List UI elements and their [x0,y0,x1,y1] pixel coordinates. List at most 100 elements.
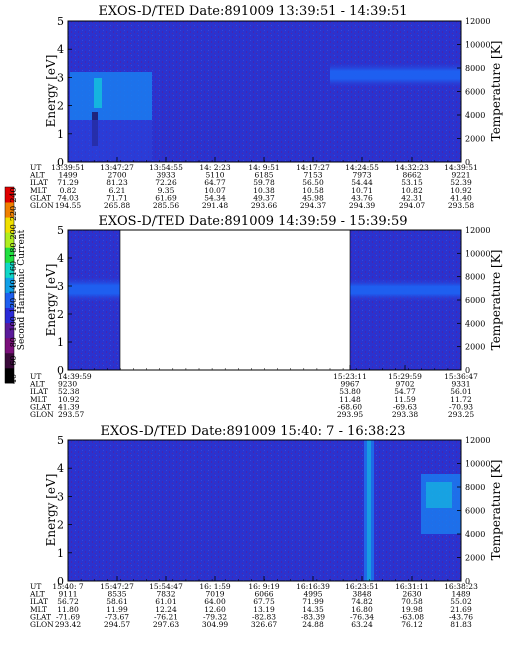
ephemeris-cell: 1489 [451,590,470,599]
ephemeris-row-label: GLAT [30,193,51,202]
ephemeris-cell: 61.01 [155,597,176,606]
ephemeris-cell: 55.02 [450,597,472,606]
ephemeris-cell: 7973 [352,171,371,180]
colorbar-tick-label: 100 [9,316,18,331]
panel-3-background [68,440,461,581]
ephemeris-cell: 74.82 [351,597,373,606]
ephemeris-cell: 293.57 [58,410,84,419]
ephemeris-cell: 14:39:59 [58,372,92,381]
y-tick-label: 0 [57,575,64,588]
ephemeris-cell: -73.67 [105,612,129,621]
colorbar-swatch [5,367,14,384]
colorbar-swatch [5,262,14,278]
ephemeris-cell: 12.60 [204,605,226,614]
ephemeris-cell: 10.92 [58,395,80,404]
colorbar-swatch [5,352,14,369]
y-tick-label: 3 [57,490,64,503]
colorbar-swatch [5,202,14,218]
ephemeris-cell: 293.25 [448,410,474,419]
ephemeris-cell: 13:47:27 [100,163,134,172]
ephemeris-cell: 72.26 [155,178,177,187]
ephemeris-row-label: ALT [29,380,45,389]
ephemeris-cell: 6185 [254,171,273,180]
ephemeris-cell: 9111 [58,590,77,599]
ephemeris-cell: 14:24:55 [345,163,379,172]
ephemeris-cell: 265.88 [104,201,130,210]
colorbar-tick-label: 160 [9,261,18,276]
ephemeris-cell: 64.00 [204,597,226,606]
ephemeris-cell: 326.67 [251,620,277,629]
ephemeris-cell: 10.92 [450,186,472,195]
panel-2-left-band [68,276,120,303]
ephemeris-cell: 16: 9:19 [248,582,280,591]
ephemeris-cell: -71.69 [56,612,80,621]
ephemeris-cell: 49.37 [253,193,275,202]
colorbar-tick-label: 140 [9,279,18,294]
ephemeris-cell: 293.38 [392,410,418,419]
ephemeris-cell: 8535 [107,590,126,599]
ephemeris-cell: -83.39 [301,612,325,621]
ephemeris-cell: 56.50 [302,178,324,187]
colorbar-swatch [5,187,14,203]
ephemeris-cell: 294.37 [300,201,326,210]
colorbar-swatch [5,322,14,339]
y-tick-label: 5 [57,224,64,237]
colorbar-label: Second Harmonic Current [17,229,27,350]
panel-3-hot-core [426,482,452,508]
y-tick-label: 1 [57,336,64,349]
ephemeris-cell: 67.75 [253,597,275,606]
y-tick-label: 4 [57,252,64,265]
ephemeris-cell: 71.71 [106,193,127,202]
ephemeris-cell: 19.98 [401,605,423,614]
ephemeris-row-label: GLON [30,410,54,419]
ephemeris-cell: 15:29:59 [388,372,422,381]
ephemeris-cell: 15:40: 7 [52,582,84,591]
ephemeris-cell: 13:54:55 [149,163,183,172]
panel-1-title: EXOS-D/TED Date:891009 13:39:51 - 14:39:… [98,4,407,19]
colorbar-swatch [5,307,14,324]
y2-tick-label: 12000 [465,436,490,445]
ephemeris-cell: 24.88 [302,620,324,629]
y2-tick-label: 12000 [465,17,490,26]
ephemeris-cell: 16:23:51 [345,582,379,591]
ephemeris-cell: 194.55 [55,201,81,210]
ephemeris-cell: 293.42 [55,620,81,629]
ephemeris-row-label: UT [30,582,41,591]
ephemeris-row-label: MLT [30,186,47,195]
y2-tick-label: 0 [465,577,470,586]
ephemeris-cell: 21.69 [450,605,472,614]
ephemeris-cell: -63.08 [400,612,424,621]
y-tick-label: 5 [57,434,64,447]
y-tick-label: 1 [57,128,64,141]
ephemeris-cell: -76.21 [154,612,178,621]
ephemeris-cell: 16:38:23 [444,582,478,591]
y-tick-label: 1 [57,547,64,560]
ephemeris-cell: 7832 [156,590,175,599]
ephemeris-cell: 14:39:51 [444,163,478,172]
ephemeris-cell: 16: 1:59 [199,582,231,591]
colorbar-swatch [5,232,14,248]
y2-tick-label: 2000 [465,343,485,352]
ephemeris-cell: 71.99 [302,597,324,606]
y2-tick-label: 4000 [465,319,485,328]
ephemeris-cell: 4995 [303,590,322,599]
y2-tick-label: 2000 [465,554,485,563]
ephemeris-cell: 10.58 [302,186,324,195]
colorbar-swatch [5,247,14,263]
y-tick-label: 4 [57,462,64,475]
ephemeris-cell: 293.66 [251,201,277,210]
ephemeris-cell: 16:31:11 [395,582,429,591]
ephemeris-row-label: ILAT [30,387,48,396]
ephemeris-row-label: UT [30,163,41,172]
ephemeris-cell: 11.99 [106,605,128,614]
panel-1: EXOS-D/TED Date:891009 13:39:51 - 14:39:… [29,4,503,210]
ephemeris-cell: 294.57 [104,620,130,629]
ephemeris-cell: 291.48 [202,201,228,210]
y2-tick-label: 8000 [465,64,485,73]
ephemeris-cell: 285.56 [153,201,179,210]
y-tick-label: 0 [57,364,64,377]
colorbar-swatch [5,337,14,354]
panel-1-noise-column [70,120,152,160]
